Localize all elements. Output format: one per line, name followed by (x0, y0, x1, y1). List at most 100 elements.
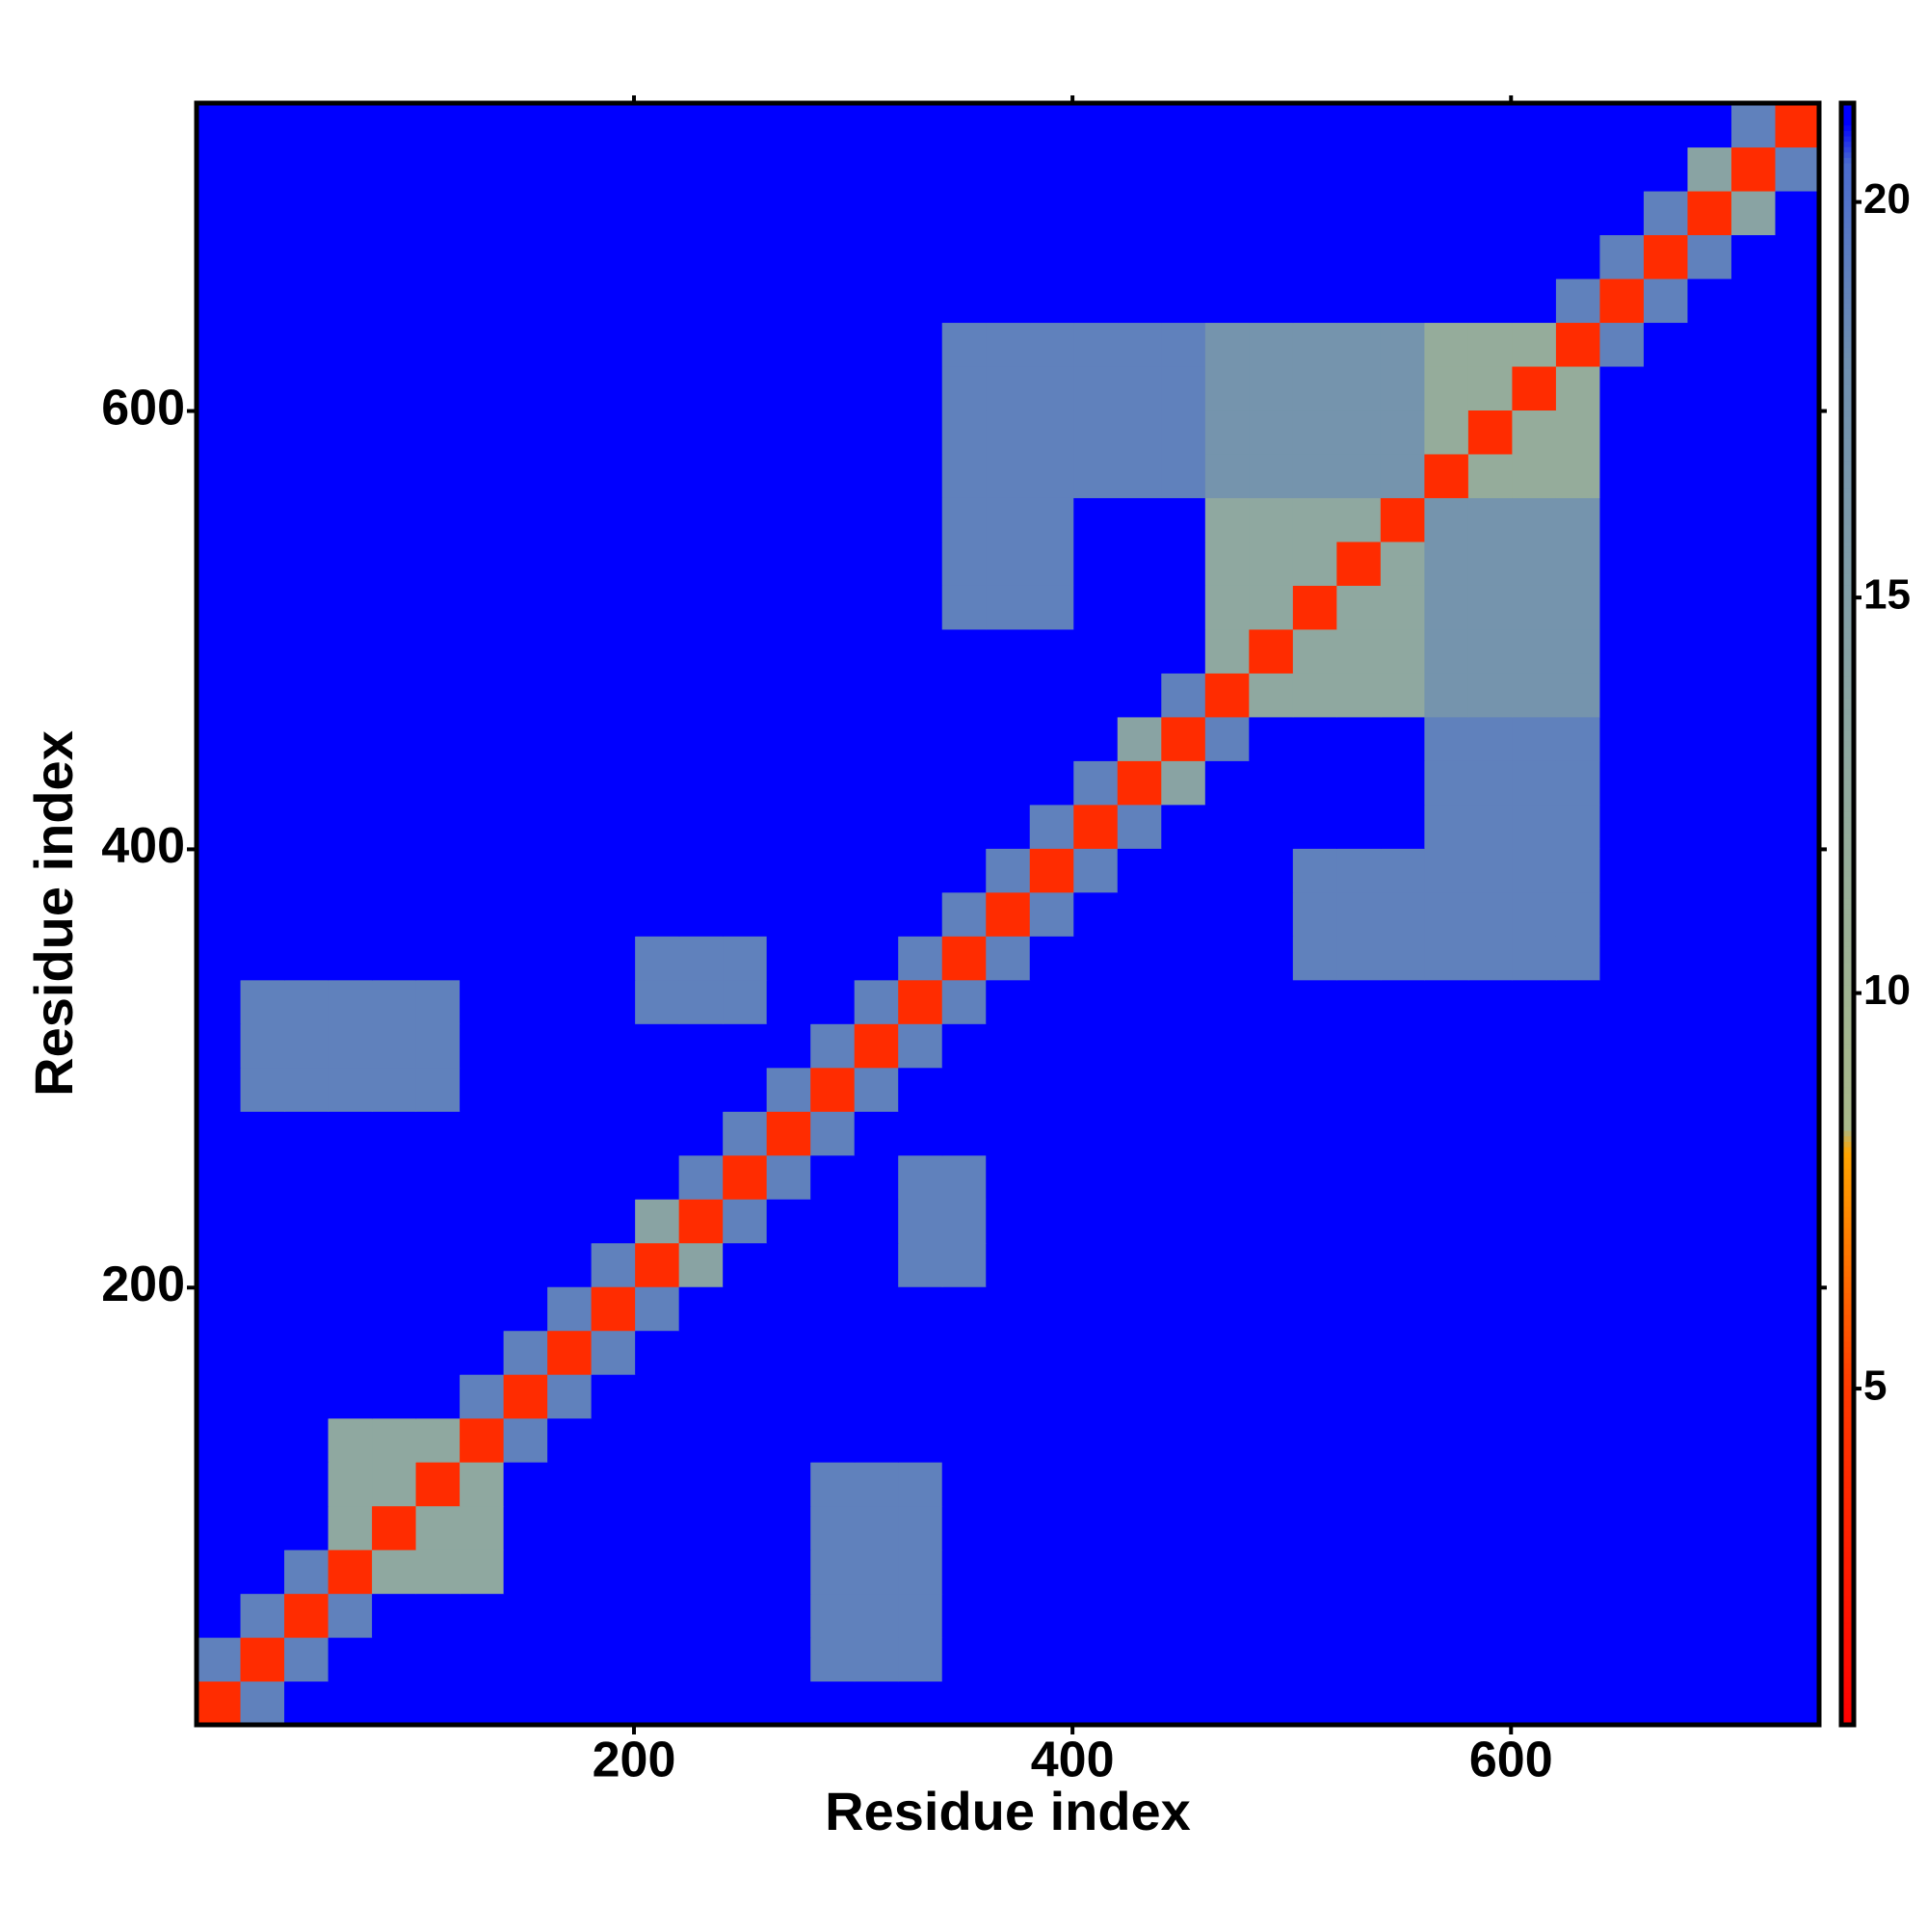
heatmap-cell (328, 234, 373, 279)
heatmap-cell (503, 936, 548, 981)
heatmap-cell (1073, 1462, 1119, 1507)
heatmap-cell (678, 1549, 724, 1595)
colorbar-step (1841, 1686, 1854, 1694)
heatmap-cell (460, 716, 505, 761)
heatmap-cell (1292, 1067, 1337, 1112)
heatmap-cell (898, 1199, 943, 1244)
heatmap-cell (1730, 1417, 1777, 1463)
heatmap-cell (240, 278, 285, 324)
heatmap-cell (328, 1111, 373, 1156)
heatmap-cell (1249, 979, 1294, 1024)
heatmap-cell (1117, 1505, 1162, 1550)
heatmap-cell (415, 234, 461, 279)
heatmap-cell (240, 1637, 285, 1682)
heatmap-cell (898, 453, 943, 498)
heatmap-cell (1775, 365, 1820, 411)
heatmap-cell (635, 410, 680, 455)
heatmap-cell (1775, 1505, 1820, 1550)
heatmap-cell (1292, 541, 1337, 586)
colorbar-step (1841, 1075, 1854, 1083)
heatmap-cell (591, 234, 636, 279)
colorbar-step (1841, 990, 1854, 996)
heatmap-cell (1467, 190, 1514, 236)
colorbar-step (1841, 654, 1854, 661)
heatmap-cell (1730, 1374, 1777, 1419)
heatmap-cell (1599, 365, 1645, 411)
heatmap-cell (1775, 1111, 1820, 1156)
heatmap-cell (460, 103, 505, 148)
heatmap-cell (1249, 673, 1294, 718)
heatmap-cell (547, 234, 593, 279)
heatmap-cell (460, 278, 505, 324)
colorbar-step (1841, 508, 1854, 516)
colorbar-step (1841, 919, 1854, 926)
heatmap-cell (678, 1505, 724, 1550)
heatmap-cell (1687, 936, 1732, 981)
heatmap-cell (635, 365, 680, 411)
heatmap-cell (1336, 1681, 1382, 1726)
heatmap-cell (986, 1067, 1031, 1112)
colorbar-step (1841, 1578, 1854, 1585)
heatmap-cell (328, 190, 373, 236)
heatmap-cell (591, 190, 636, 236)
colorbar-tick-label: 20 (1863, 175, 1911, 223)
heatmap-cell (1775, 1637, 1820, 1682)
heatmap-cell (197, 1681, 242, 1726)
heatmap-cell (460, 234, 505, 279)
heatmap-cell (1249, 1505, 1294, 1550)
heatmap-cell (1073, 760, 1119, 806)
heatmap-cell (1643, 322, 1689, 367)
heatmap-cell (1204, 1681, 1250, 1726)
heatmap-cell (372, 673, 417, 718)
heatmap-cell (1204, 190, 1250, 236)
heatmap-cell (766, 979, 811, 1024)
heatmap-cell (1161, 628, 1206, 674)
heatmap-cell (1117, 541, 1162, 586)
colorbar-step (1841, 141, 1854, 147)
heatmap-cell (1161, 453, 1206, 498)
heatmap-cell (941, 1593, 987, 1638)
colorbar-step (1841, 876, 1854, 883)
colorbar-step (1841, 1643, 1854, 1651)
heatmap-cell (1512, 1505, 1557, 1550)
heatmap-cell (1599, 1199, 1645, 1244)
colorbar-step (1841, 1622, 1854, 1628)
heatmap-cell (1336, 628, 1382, 674)
heatmap-cell (591, 541, 636, 586)
heatmap-cell (1073, 234, 1119, 279)
heatmap-cell (197, 234, 242, 279)
heatmap-cell (1467, 1111, 1514, 1156)
heatmap-cell (1643, 1242, 1689, 1287)
heatmap-cell (1249, 1199, 1294, 1244)
heatmap-cell (197, 760, 242, 806)
heatmap-cell (678, 541, 724, 586)
heatmap-cell (635, 673, 680, 718)
heatmap-cell (723, 804, 768, 849)
heatmap-cell (635, 936, 680, 981)
heatmap-cell (460, 1417, 505, 1463)
heatmap-cell (678, 190, 724, 236)
heatmap-cell (1775, 1462, 1820, 1507)
colorbar-step (1841, 1605, 1854, 1612)
heatmap-cell (547, 848, 593, 893)
heatmap-cell (460, 1199, 505, 1244)
heatmap-cell (1336, 585, 1382, 630)
heatmap-cell (503, 979, 548, 1024)
heatmap-cell (1073, 716, 1119, 761)
colorbar-step (1841, 946, 1854, 953)
heatmap-cell (854, 1549, 899, 1595)
heatmap-cell (591, 628, 636, 674)
heatmap-cell (1073, 628, 1119, 674)
heatmap-cell (1512, 804, 1557, 849)
heatmap-cell (766, 628, 811, 674)
heatmap-cell (1555, 760, 1601, 806)
heatmap-cell (1380, 979, 1425, 1024)
heatmap-cell (1424, 760, 1469, 806)
colorbar-step (1841, 1519, 1854, 1526)
heatmap-cell (1117, 891, 1162, 937)
colorbar-step (1841, 1081, 1854, 1088)
heatmap-cell (460, 1023, 505, 1069)
colorbar-step (1841, 340, 1854, 348)
heatmap-cell (854, 453, 899, 498)
heatmap-cell (328, 146, 373, 192)
